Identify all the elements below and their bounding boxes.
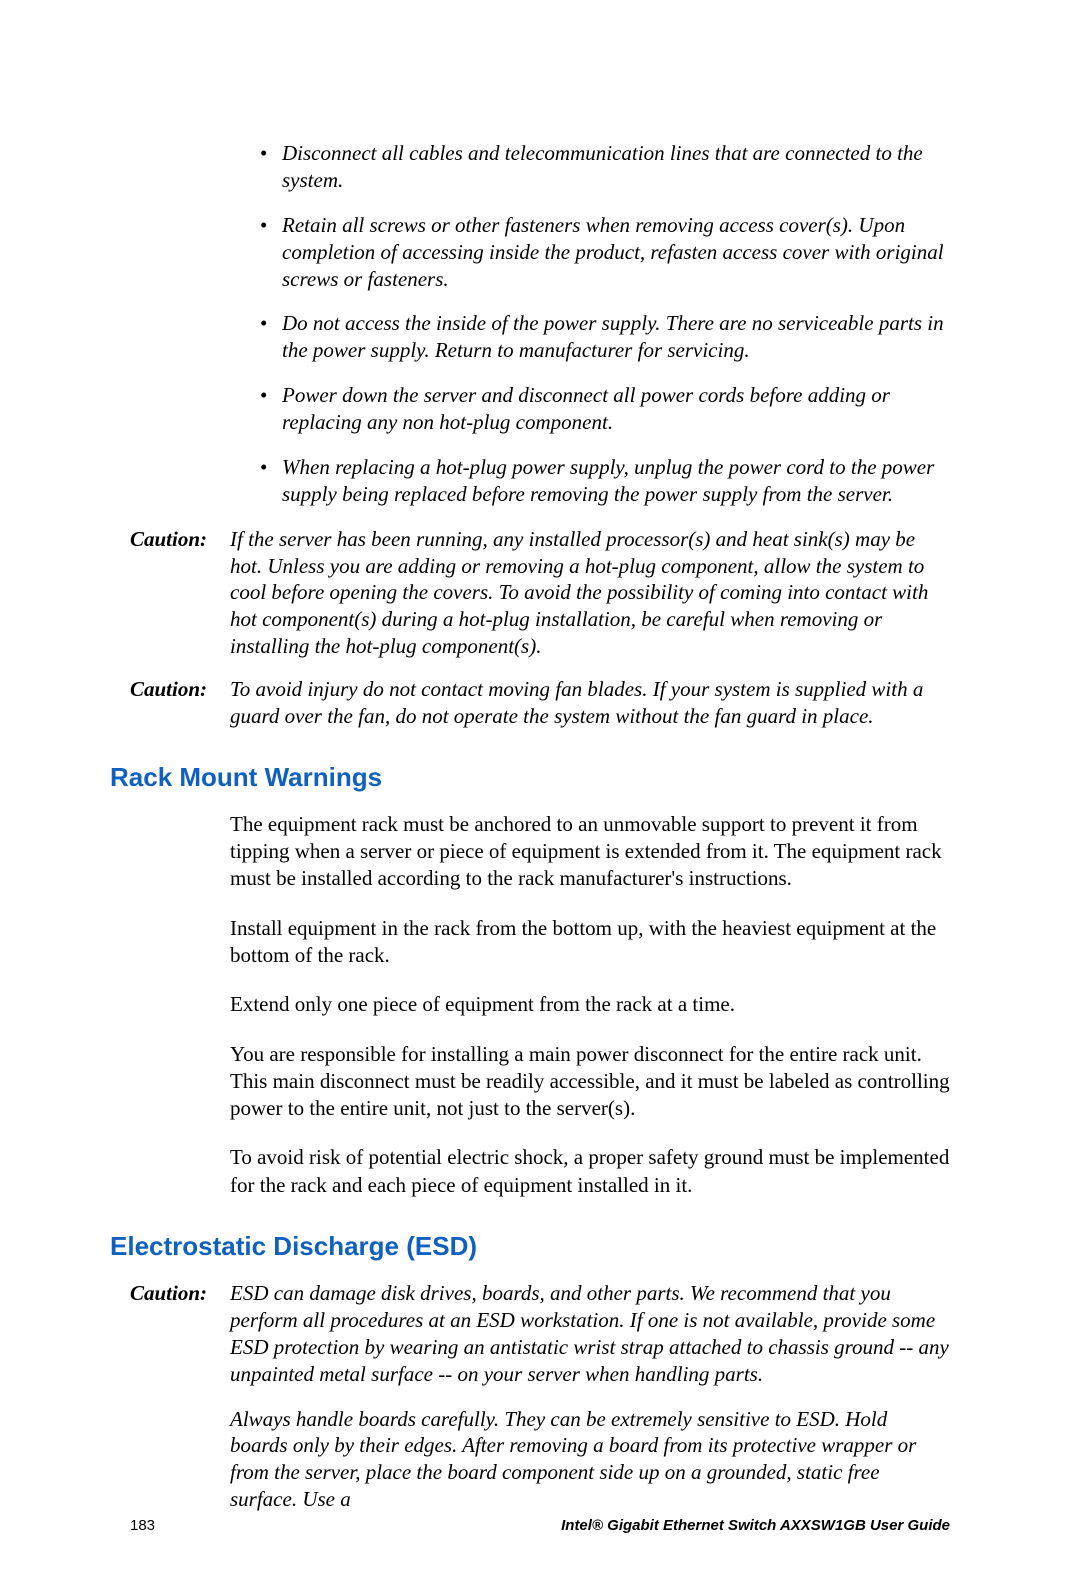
heading-esd: Electrostatic Discharge (ESD) xyxy=(110,1231,950,1262)
page-footer: 183 Intel® Gigabit Ethernet Switch AXXSW… xyxy=(130,1517,950,1534)
document-title: Intel® Gigabit Ethernet Switch AXXSW1GB … xyxy=(561,1517,950,1534)
heading-rack-mount: Rack Mount Warnings xyxy=(110,762,950,793)
rack-paragraph: Install equipment in the rack from the b… xyxy=(230,915,950,970)
document-page: Disconnect all cables and telecommunicat… xyxy=(0,0,1080,1589)
caution-text-continued: Always handle boards carefully. They can… xyxy=(230,1406,950,1514)
caution-label: Caution: xyxy=(130,526,207,553)
rack-paragraph: To avoid risk of potential electric shoc… xyxy=(230,1144,950,1199)
rack-paragraph: You are responsible for installing a mai… xyxy=(230,1041,950,1123)
caution-text: To avoid injury do not contact moving fa… xyxy=(230,677,923,728)
caution-label: Caution: xyxy=(130,676,207,703)
bullet-item: Retain all screws or other fasteners whe… xyxy=(260,212,950,293)
bullet-item: When replacing a hot-plug power supply, … xyxy=(260,454,950,508)
caution-fan-blades: Caution: To avoid injury do not contact … xyxy=(130,676,950,730)
rack-paragraph: The equipment rack must be anchored to a… xyxy=(230,811,950,893)
safety-bullet-list: Disconnect all cables and telecommunicat… xyxy=(130,140,950,508)
caution-label: Caution: xyxy=(130,1280,207,1307)
caution-text: ESD can damage disk drives, boards, and … xyxy=(230,1281,949,1386)
page-number: 183 xyxy=(130,1517,155,1534)
caution-hot-components: Caution: If the server has been running,… xyxy=(130,526,950,660)
caution-text: If the server has been running, any inst… xyxy=(230,527,928,659)
bullet-item: Power down the server and disconnect all… xyxy=(260,382,950,436)
bullet-item: Do not access the inside of the power su… xyxy=(260,310,950,364)
rack-paragraph: Extend only one piece of equipment from … xyxy=(230,991,950,1018)
bullet-item: Disconnect all cables and telecommunicat… xyxy=(260,140,950,194)
